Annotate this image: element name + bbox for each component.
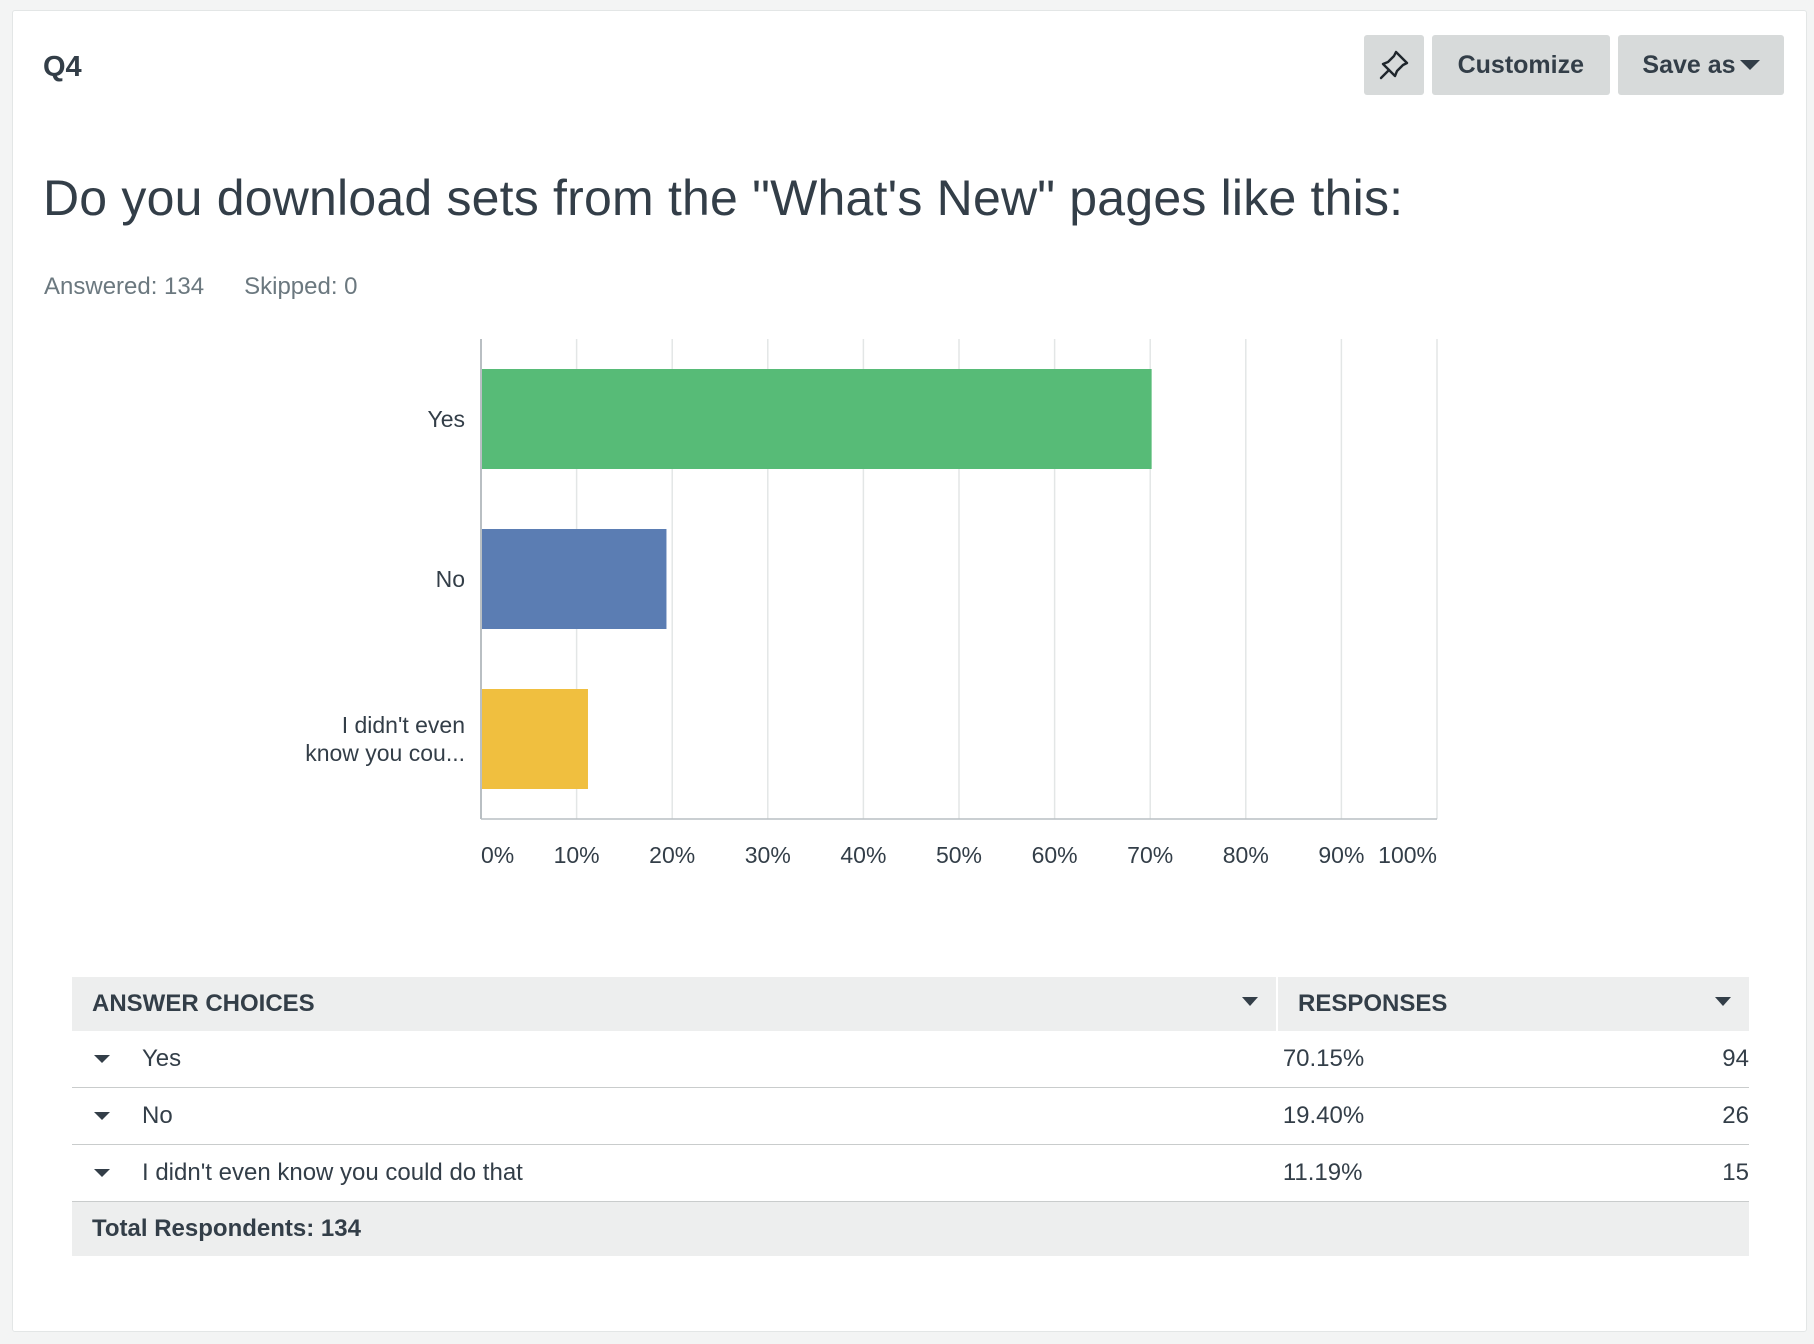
bar-chart: 0% 10% 20% 30% 40% 50% 60% 70% 80% 90% 100% Yes No I … — [305, 339, 1438, 868]
chevron-down-icon — [1739, 60, 1760, 70]
question-card: Q4 Customize Save as Do you download set… — [12, 10, 1807, 1332]
question-number: Q4 — [43, 51, 82, 83]
response-count: 94 — [1722, 1045, 1749, 1072]
pin-icon — [1379, 50, 1408, 80]
skipped-count: Skipped: 0 — [244, 273, 358, 300]
category-label: No — [436, 566, 465, 592]
save-as-label: Save as — [1642, 50, 1736, 79]
response-count: 26 — [1722, 1102, 1749, 1129]
table-row: I didn't even know you could do that 11.… — [72, 1145, 1749, 1202]
response-percent: 19.40% — [1282, 1102, 1365, 1129]
bar — [482, 529, 667, 629]
table-header: ANSWER CHOICES RESPONSES — [72, 977, 1749, 1031]
x-tick-label: 0% — [481, 842, 514, 868]
x-tick-label: 20% — [649, 842, 695, 868]
answer-choice: Yes — [142, 1045, 182, 1072]
question-title: Do you download sets from the "What's Ne… — [43, 170, 1404, 226]
responses-header-label: RESPONSES — [1298, 990, 1448, 1017]
answer-choices-header[interactable]: ANSWER CHOICES — [72, 977, 1278, 1031]
x-tick-label: 50% — [936, 842, 982, 868]
answered-count: Answered: 134 — [44, 273, 205, 300]
response-percent: 11.19% — [1282, 1159, 1363, 1186]
category-label: I didn't even know you cou... — [305, 712, 465, 766]
bar — [482, 689, 588, 789]
answer-choice: I didn't even know you could do that — [142, 1159, 523, 1186]
x-tick-label: 60% — [1032, 842, 1078, 868]
bar — [482, 369, 1152, 469]
sort-down-icon[interactable] — [1242, 997, 1258, 1006]
answer-choices-header-label: ANSWER CHOICES — [92, 990, 315, 1017]
expand-caret-icon[interactable] — [94, 1169, 110, 1177]
x-tick-label: 70% — [1127, 842, 1173, 868]
response-stats: Answered: 134 Skipped: 0 — [44, 273, 358, 301]
toolbar: Customize Save as — [1363, 35, 1784, 95]
save-as-button[interactable]: Save as — [1618, 35, 1784, 95]
category-label: Yes — [427, 406, 465, 432]
table-row: No 19.40% 26 — [72, 1088, 1749, 1145]
response-percent: 70.15% — [1282, 1045, 1365, 1072]
answer-choice: No — [142, 1102, 173, 1129]
expand-caret-icon[interactable] — [94, 1112, 110, 1120]
responses-header[interactable]: RESPONSES — [1278, 977, 1749, 1031]
expand-caret-icon[interactable] — [94, 1055, 110, 1063]
x-tick-label: 40% — [840, 842, 886, 868]
total-respondents: Total Respondents: 134 — [72, 1202, 1749, 1256]
x-tick-label: 30% — [745, 842, 791, 868]
x-tick-label: 10% — [554, 842, 600, 868]
table-row: Yes 70.15% 94 — [72, 1031, 1749, 1088]
x-tick-label: 90% — [1318, 842, 1364, 868]
customize-button[interactable]: Customize — [1431, 35, 1610, 95]
x-tick-label: 80% — [1223, 842, 1269, 868]
sort-down-icon[interactable] — [1715, 997, 1731, 1006]
x-tick-label: 100% — [1378, 842, 1437, 868]
response-count: 15 — [1722, 1159, 1749, 1186]
pin-button[interactable] — [1363, 35, 1424, 95]
answer-table: ANSWER CHOICES RESPONSES Yes 70.15% 94 N… — [72, 977, 1749, 1256]
